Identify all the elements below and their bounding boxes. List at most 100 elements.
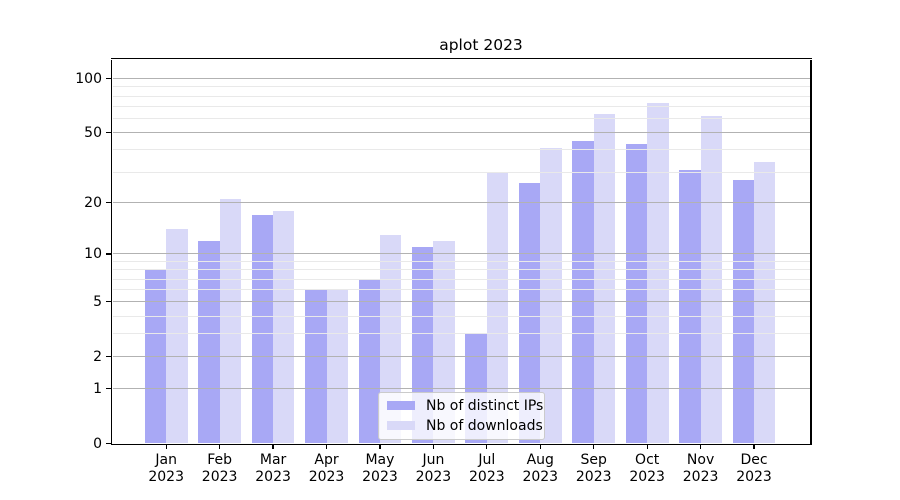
minor-gridline xyxy=(112,289,810,291)
x-tick-mark xyxy=(272,445,274,450)
minor-gridline xyxy=(112,86,810,88)
x-tick-mark xyxy=(700,445,702,450)
y-tick-label: 1 xyxy=(93,380,102,397)
bar-downloads-feb xyxy=(219,199,242,444)
y-tick-mark xyxy=(106,78,111,80)
bar-downloads-apr xyxy=(326,289,348,444)
x-tick-mark xyxy=(486,445,488,450)
x-tick-year: 2023 xyxy=(736,468,772,485)
x-tick-label: May 2023 xyxy=(352,452,408,485)
x-tick-label: Dec 2023 xyxy=(726,452,782,485)
bar-distinct-ips-mar xyxy=(251,215,274,444)
legend-swatch-distinct-ips xyxy=(387,400,415,411)
x-tick-mark xyxy=(432,445,434,450)
x-tick-label: Feb 2023 xyxy=(192,452,248,485)
x-tick-label: Mar 2023 xyxy=(245,452,301,485)
x-tick-mark xyxy=(165,445,167,450)
legend-label-distinct-ips: Nb of distinct IPs xyxy=(426,397,544,414)
major-gridline xyxy=(112,202,810,204)
minor-gridline xyxy=(112,333,810,335)
bar-downloads-mar xyxy=(273,210,295,444)
bar-distinct-ips-dec xyxy=(732,180,755,444)
x-tick-mark xyxy=(539,445,541,450)
y-tick-mark xyxy=(106,253,111,255)
bar-downloads-may xyxy=(379,234,402,444)
x-tick-year: 2023 xyxy=(522,468,559,485)
y-tick-label: 50 xyxy=(84,124,102,141)
x-tick-month: Jul xyxy=(478,452,496,468)
x-tick-label: Sep 2023 xyxy=(566,452,622,485)
x-tick-label: Nov 2023 xyxy=(673,452,729,485)
y-tick-mark xyxy=(106,202,111,204)
x-tick-mark xyxy=(219,445,221,450)
bar-distinct-ips-oct xyxy=(625,144,648,444)
bar-downloads-aug xyxy=(540,148,562,444)
legend-item-downloads: Nb of downloads xyxy=(387,418,543,434)
x-tick-month: Mar xyxy=(259,452,287,468)
x-tick-month: Aug xyxy=(526,452,554,468)
y-tick-label: 20 xyxy=(84,194,102,211)
x-tick-month: Feb xyxy=(207,452,233,468)
major-gridline xyxy=(112,301,810,303)
y-tick-label: 10 xyxy=(84,245,102,262)
x-tick-year: 2023 xyxy=(629,468,665,485)
bar-distinct-ips-apr xyxy=(305,289,327,444)
y-tick-label: 2 xyxy=(93,348,102,365)
legend-item-distinct-ips: Nb of distinct IPs xyxy=(387,398,543,414)
minor-gridline xyxy=(112,149,810,151)
bar-distinct-ips-nov xyxy=(679,169,701,444)
x-tick-year: 2023 xyxy=(575,468,612,485)
x-tick-month: Apr xyxy=(314,452,339,468)
x-tick-mark xyxy=(646,445,648,450)
x-tick-month: Sep xyxy=(580,452,607,468)
x-tick-year: 2023 xyxy=(415,468,452,485)
major-gridline xyxy=(112,388,810,390)
bar-downloads-nov xyxy=(700,116,722,444)
top-spine xyxy=(110,57,812,60)
bar-downloads-dec xyxy=(754,162,776,444)
legend-label-downloads: Nb of downloads xyxy=(426,417,543,434)
bar-downloads-jan xyxy=(166,229,188,444)
y-tick-label: 100 xyxy=(75,70,102,87)
y-tick-mark xyxy=(106,442,111,445)
y-tick-mark xyxy=(106,132,111,134)
y-tick-mark xyxy=(106,356,111,358)
x-tick-month: Dec xyxy=(740,452,768,468)
bar-distinct-ips-feb xyxy=(198,240,220,444)
x-tick-label: Jan 2023 xyxy=(138,452,194,485)
y-tick-label: 5 xyxy=(93,293,102,310)
legend-swatch-downloads xyxy=(387,420,415,431)
minor-gridline xyxy=(112,106,810,108)
bar-distinct-ips-aug xyxy=(518,182,541,444)
x-tick-month: Nov xyxy=(686,452,715,468)
bar-distinct-ips-sep xyxy=(572,140,594,444)
minor-gridline xyxy=(112,171,810,173)
minor-gridline xyxy=(112,278,810,280)
x-tick-year: 2023 xyxy=(362,468,398,485)
major-gridline xyxy=(112,78,810,80)
x-tick-month: Oct xyxy=(635,452,660,468)
bar-downloads-oct xyxy=(647,103,669,444)
x-tick-year: 2023 xyxy=(255,468,291,485)
minor-gridline xyxy=(112,95,810,97)
major-gridline xyxy=(112,132,810,134)
x-tick-label: Oct 2023 xyxy=(619,452,675,485)
x-tick-mark xyxy=(379,445,381,450)
x-tick-label: Apr 2023 xyxy=(299,452,355,485)
minor-gridline xyxy=(112,118,810,120)
x-tick-year: 2023 xyxy=(308,468,345,485)
bar-distinct-ips-may xyxy=(358,279,380,444)
x-tick-month: Jun xyxy=(422,452,445,468)
x-tick-year: 2023 xyxy=(469,468,505,485)
x-tick-year: 2023 xyxy=(682,468,719,485)
x-tick-month: Jan xyxy=(155,452,177,468)
chart-title: aplot 2023 xyxy=(439,36,523,54)
x-tick-label: Jun 2023 xyxy=(405,452,461,485)
bar-downloads-sep xyxy=(593,113,616,444)
y-tick-mark xyxy=(106,301,111,303)
minor-gridline xyxy=(112,269,810,271)
major-gridline xyxy=(112,356,810,358)
y-tick-label: 0 xyxy=(93,435,102,452)
x-tick-mark xyxy=(753,445,755,450)
